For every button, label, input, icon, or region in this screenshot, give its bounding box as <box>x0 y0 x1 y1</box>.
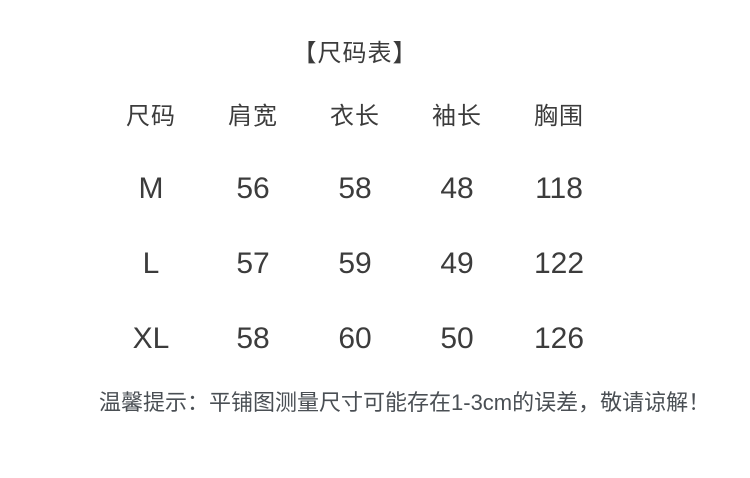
cell-sleeve-m: 48 <box>440 171 474 205</box>
cell-bust-xl: 126 <box>533 321 585 355</box>
cell-shoulder-xl: 58 <box>236 321 270 355</box>
column-header-sleeve: 袖长 <box>432 103 482 130</box>
cell-shoulder-l: 57 <box>236 246 270 280</box>
cell-bust-l: 122 <box>533 246 585 280</box>
cell-size-m: M <box>138 171 164 205</box>
cell-bust-m: 118 <box>535 171 583 205</box>
cell-sleeve-l: 49 <box>440 246 474 280</box>
page-title: 【尺码表】 <box>292 40 418 67</box>
column-header-length: 衣长 <box>330 103 380 130</box>
cell-length-l: 59 <box>338 246 372 280</box>
column-header-bust: 胸围 <box>534 103 584 130</box>
cell-shoulder-m: 56 <box>236 171 270 205</box>
cell-size-xl: XL <box>132 321 170 355</box>
cell-size-l: L <box>142 246 160 280</box>
column-header-shoulder: 肩宽 <box>228 103 278 130</box>
size-table: 尺码 肩宽 衣长 袖长 胸围 M 56 58 48 118 L 57 59 49… <box>100 76 610 376</box>
disclaimer-note: 温馨提示：平铺图测量尺寸可能存在1-3cm的误差，敬请谅解！ <box>99 390 711 415</box>
cell-sleeve-xl: 50 <box>440 321 474 355</box>
cell-length-m: 58 <box>338 171 372 205</box>
column-header-size: 尺码 <box>126 103 176 130</box>
cell-length-xl: 60 <box>338 321 372 355</box>
